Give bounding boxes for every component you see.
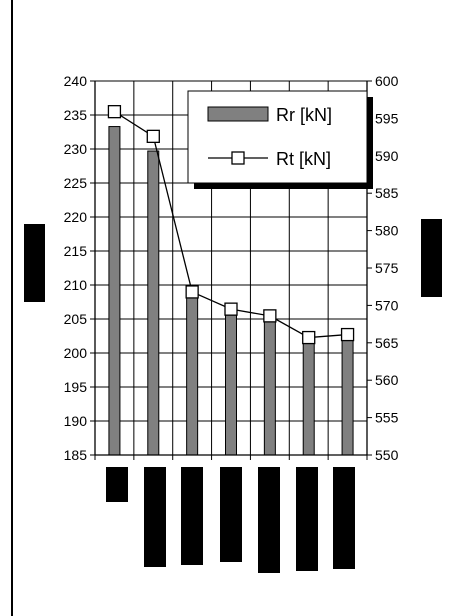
right-tick-label: 595: [375, 110, 399, 126]
left-tick-label: 230: [64, 141, 88, 157]
redacted-right-axis-title: [421, 219, 442, 297]
legend-label-rt: Rt [kN]: [276, 149, 331, 169]
point-rt: [263, 309, 277, 323]
point-rt: [107, 105, 122, 119]
redacted-category-label: [258, 467, 280, 573]
legend-label-rr: Rr [kN]: [276, 105, 332, 125]
point-rt: [340, 327, 355, 342]
redacted-category-label: [333, 467, 355, 569]
right-tick-label: 580: [375, 223, 399, 239]
right-axis-ticks: 550 555 560 565 570 575 580 585 590 595 600: [367, 73, 399, 463]
right-tick-label: 575: [375, 260, 399, 276]
bar-rr: [108, 126, 121, 456]
bar-rr: [302, 340, 315, 456]
right-tick-label: 565: [375, 335, 399, 351]
right-tick-label: 585: [375, 185, 399, 201]
bar-rr: [263, 316, 276, 456]
right-tick-label: 555: [375, 410, 399, 426]
left-tick-label: 190: [64, 413, 88, 429]
bar-rr: [225, 309, 237, 456]
left-tick-label: 205: [64, 311, 88, 327]
legend-swatch-rr: [207, 106, 269, 122]
point-rt: [146, 129, 160, 144]
bar-rr: [341, 336, 354, 456]
redacted-category-label: [296, 467, 318, 571]
legend: Rr [kN] Rt [kN]: [187, 90, 373, 189]
left-tick-label: 195: [64, 379, 88, 395]
legend-box: [187, 90, 368, 184]
line-series-rt: [107, 105, 355, 345]
left-frame-line: [11, 0, 13, 616]
right-tick-label: 570: [375, 297, 399, 313]
legend-marker-rt: [231, 151, 245, 165]
left-tick-label: 220: [64, 209, 88, 225]
redacted-category-label: [106, 467, 128, 502]
left-tick-label: 240: [64, 73, 88, 89]
point-rt: [302, 330, 316, 345]
bar-rr: [147, 150, 160, 456]
left-tick-label: 235: [64, 107, 88, 123]
redacted-category-label: [220, 467, 242, 562]
left-tick-label: 185: [64, 447, 88, 463]
left-tick-label: 210: [64, 277, 88, 293]
point-rt: [224, 302, 238, 316]
right-tick-label: 550: [375, 447, 399, 463]
redacted-blocks: [24, 219, 442, 573]
bar-rr: [186, 294, 199, 456]
point-rt: [185, 285, 199, 299]
right-tick-label: 560: [375, 372, 399, 388]
redacted-category-label: [144, 467, 166, 567]
left-axis-ticks: 185 190 195 200 205 210 215 220 225 230 235 240: [64, 73, 95, 463]
right-tick-label: 590: [375, 148, 399, 164]
left-tick-label: 215: [64, 243, 88, 259]
left-tick-label: 200: [64, 345, 88, 361]
left-tick-label: 225: [64, 175, 88, 191]
redacted-category-label: [181, 467, 203, 565]
right-tick-label: 600: [375, 73, 399, 89]
redacted-left-axis-title: [24, 224, 45, 302]
